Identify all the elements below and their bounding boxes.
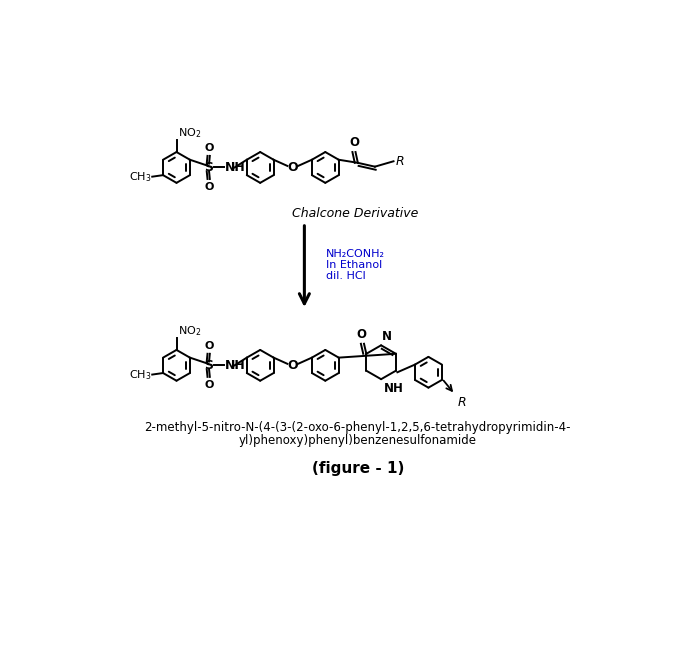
Text: N: N xyxy=(382,330,392,343)
Text: NH: NH xyxy=(224,359,245,372)
Text: S: S xyxy=(205,359,214,372)
Text: O: O xyxy=(287,359,298,372)
Text: NO$_2$: NO$_2$ xyxy=(178,324,201,338)
Text: O: O xyxy=(204,143,214,153)
Text: (figure - 1): (figure - 1) xyxy=(312,461,404,476)
Text: O: O xyxy=(287,161,298,174)
Text: O: O xyxy=(204,182,214,192)
Text: NH: NH xyxy=(224,161,245,174)
Text: NH: NH xyxy=(384,381,403,395)
Text: O: O xyxy=(349,136,359,149)
Text: dil. HCl: dil. HCl xyxy=(326,271,366,281)
Text: 2-methyl-5-nitro-N-(4-(3-(2-oxo-6-phenyl-1,2,5,6-tetrahydropyrimidin-4-: 2-methyl-5-nitro-N-(4-(3-(2-oxo-6-phenyl… xyxy=(145,421,571,434)
Text: NO$_2$: NO$_2$ xyxy=(178,126,201,140)
Text: In Ethanol: In Ethanol xyxy=(326,260,382,270)
Text: O: O xyxy=(356,327,366,340)
Text: Chalcone Derivative: Chalcone Derivative xyxy=(291,208,418,221)
Text: yl)phenoxy)phenyl)benzenesulfonamide: yl)phenoxy)phenyl)benzenesulfonamide xyxy=(239,434,477,447)
Text: O: O xyxy=(204,340,214,351)
Text: R: R xyxy=(396,155,405,168)
Text: CH$_3$: CH$_3$ xyxy=(129,368,152,382)
Text: R: R xyxy=(457,396,466,409)
Text: NH₂CONH₂: NH₂CONH₂ xyxy=(326,249,385,259)
Text: O: O xyxy=(204,380,214,390)
Text: CH$_3$: CH$_3$ xyxy=(129,171,152,184)
Text: S: S xyxy=(205,161,214,174)
